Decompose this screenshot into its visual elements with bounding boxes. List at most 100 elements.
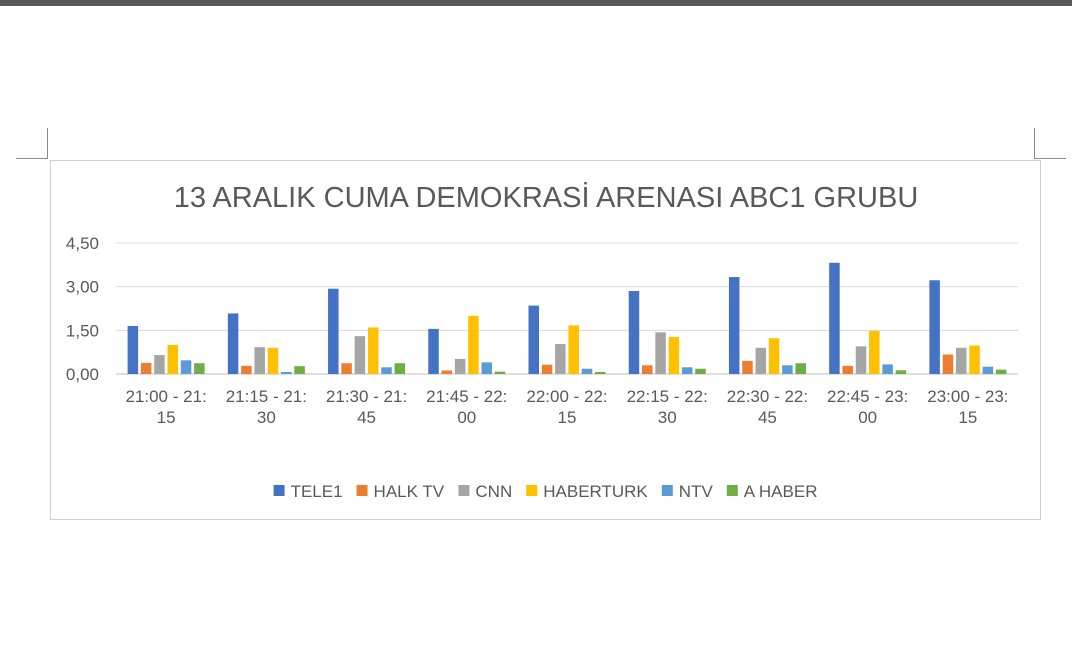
top-border (0, 0, 1072, 6)
legend: TELE1 HALK TV CNN HABERTURK NTV A HABER (273, 482, 818, 501)
bar (381, 367, 392, 374)
bar (441, 370, 453, 374)
bar (855, 346, 867, 374)
bar (681, 367, 693, 374)
x-tick-label: 30 (257, 408, 276, 427)
legend-label: TELE1 (291, 482, 343, 501)
x-tick-label: 45 (758, 408, 777, 427)
bar (254, 347, 265, 374)
bar (728, 277, 740, 374)
x-tick-label: 22:45 - 23: (827, 387, 908, 406)
bar (354, 336, 366, 374)
bar (595, 371, 606, 374)
bar (294, 366, 305, 374)
x-tick-label: 15 (958, 408, 977, 427)
bar (281, 371, 292, 374)
bar (367, 327, 379, 374)
bar (241, 365, 252, 374)
y-tick-label: 3,00 (66, 278, 99, 297)
x-tick-label: 21:15 - 21: (226, 387, 307, 406)
bar (795, 363, 806, 374)
crop-mark-right-horizontal (1034, 158, 1066, 159)
legend-label: NTV (679, 482, 714, 501)
x-tick-label: 00 (858, 408, 877, 427)
x-tick-label: 00 (457, 408, 476, 427)
legend-swatch (526, 485, 538, 496)
crop-mark-left-vertical (47, 128, 48, 158)
x-tick-label: 22:00 - 22: (526, 387, 607, 406)
legend-label: A HABER (744, 482, 818, 501)
bar (328, 288, 339, 374)
bar (668, 337, 680, 374)
legend-swatch (458, 485, 470, 496)
x-tick-label: 21:00 - 21: (125, 387, 206, 406)
bar (829, 262, 840, 374)
x-tick-label: 22:30 - 22: (727, 387, 808, 406)
x-axis-ticks: 21:00 - 21: 15 21:15 - 21: 30 21:30 - 21: 45 2… (125, 387, 1008, 427)
bar (555, 344, 566, 374)
legend-swatch (273, 485, 285, 496)
legend-swatch (726, 485, 738, 496)
bar (581, 368, 593, 374)
bar (541, 364, 553, 374)
bar (942, 354, 954, 374)
x-tick-label: 22:15 - 22: (627, 387, 708, 406)
chart-title: 13 ARALIK CUMA DEMOKRASİ ARENASI ABC1 GR… (174, 181, 919, 214)
bar (969, 345, 980, 374)
bar (194, 363, 205, 374)
x-tick-label: 23:00 - 23: (927, 387, 1008, 406)
bar (742, 360, 753, 374)
x-tick-label: 30 (658, 408, 677, 427)
bar (528, 305, 539, 374)
bar (895, 370, 907, 374)
bar (695, 368, 706, 374)
legend-swatch (356, 485, 368, 496)
bar (127, 325, 139, 374)
bar (782, 365, 793, 374)
bar (468, 315, 479, 374)
y-tick-label: 0,00 (66, 365, 99, 384)
x-tick-label: 21:45 - 22: (426, 387, 507, 406)
bars (127, 262, 1007, 374)
bar (929, 280, 940, 374)
x-tick-label: 15 (157, 408, 176, 427)
gridlines (116, 242, 1018, 375)
bar (755, 347, 767, 374)
x-tick-label: 45 (357, 408, 376, 427)
legend-swatch (661, 485, 673, 496)
bar (642, 365, 653, 374)
bar (982, 366, 994, 374)
legend-label: CNN (475, 482, 512, 501)
bar (768, 338, 780, 374)
bar (842, 365, 853, 374)
y-tick-label: 4,50 (66, 234, 99, 253)
bar (167, 344, 179, 374)
bar (180, 360, 192, 374)
crop-mark-left-horizontal (16, 158, 48, 159)
bar (341, 363, 352, 374)
bar (154, 355, 165, 374)
bar (628, 291, 640, 374)
y-tick-label: 1,50 (66, 321, 99, 340)
x-tick-label: 21:30 - 21: (326, 387, 407, 406)
bar (454, 358, 466, 374)
x-tick-label: 15 (558, 408, 577, 427)
legend-label: HABERTURK (543, 482, 648, 501)
bar (869, 330, 880, 374)
bar (995, 369, 1007, 374)
bar (394, 363, 406, 374)
bar (494, 371, 506, 374)
bar (568, 325, 579, 374)
bar (882, 364, 893, 374)
bar (428, 328, 439, 374)
crop-mark-right-vertical (1034, 128, 1035, 158)
bar (227, 313, 239, 374)
bar (140, 362, 152, 374)
bar (481, 362, 492, 374)
legend-label: HALK TV (374, 482, 445, 501)
bar (955, 347, 967, 374)
bar (655, 332, 666, 374)
bar (267, 347, 279, 374)
y-axis-ticks: 0,00 1,50 3,00 4,50 (66, 234, 99, 384)
